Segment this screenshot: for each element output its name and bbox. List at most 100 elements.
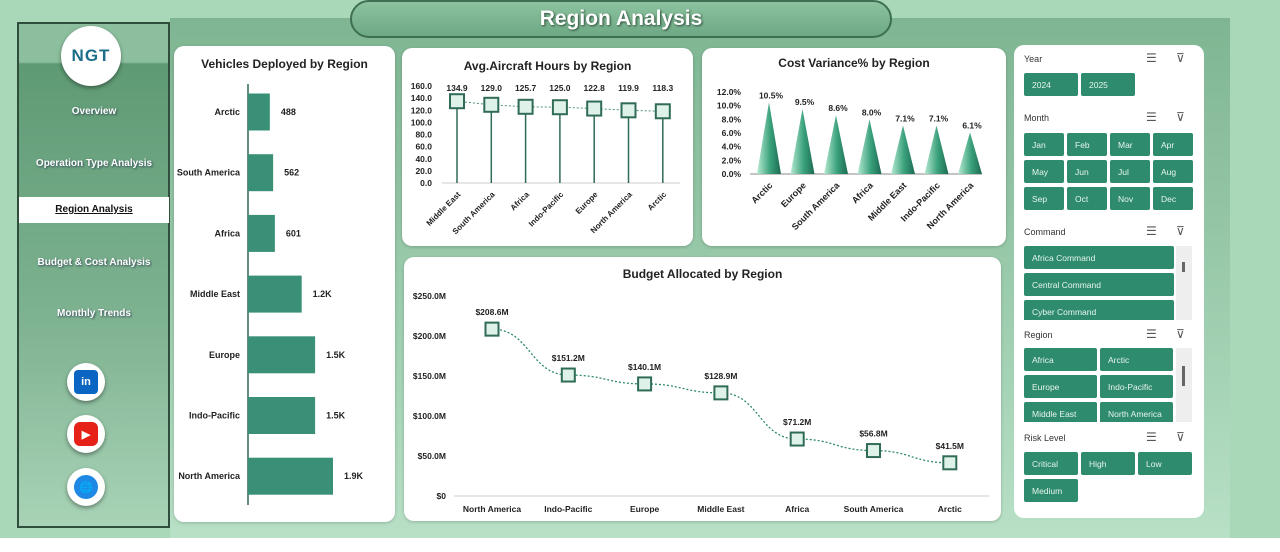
budget-chart: $0 $50.0M $100.0M $150.0M $200.0M $250.0M $208…: [413, 291, 989, 514]
linkedin-button[interactable]: in: [67, 363, 105, 401]
clear-filter-icon[interactable]: ⊽: [1176, 327, 1195, 341]
data-point-marker: [942, 455, 958, 471]
data-label: 562: [284, 168, 299, 178]
chart-title: Avg.Aircraft Hours by Region: [463, 59, 632, 73]
y-tick-label: 40.0: [415, 154, 432, 164]
y-tick-label: 100.0: [411, 117, 433, 127]
month-aug-button[interactable]: Aug: [1153, 160, 1193, 183]
risk-high-button[interactable]: High: [1081, 452, 1135, 475]
risk-low-button[interactable]: Low: [1138, 452, 1192, 475]
month-jul-button[interactable]: Jul: [1110, 160, 1150, 183]
clear-filter-icon[interactable]: ⊽: [1176, 224, 1195, 238]
year-2024-button[interactable]: 2024: [1024, 73, 1078, 96]
bar: [248, 397, 316, 434]
bottom-strip: [0, 538, 1280, 552]
y-tick-label: $0: [437, 491, 447, 501]
command-item[interactable]: Cyber Command: [1024, 300, 1174, 320]
category-label: Arctic: [214, 107, 240, 117]
data-point-marker: [484, 321, 500, 337]
data-label: $56.8M: [859, 429, 887, 439]
month-dec-button[interactable]: Dec: [1153, 187, 1193, 210]
cone-bar: [891, 125, 915, 174]
data-label: 10.5%: [759, 90, 784, 100]
command-slicer-label: Command: [1024, 227, 1066, 237]
bar: [248, 93, 270, 131]
youtube-icon: ▶: [74, 422, 98, 446]
data-label: 125.0: [549, 83, 571, 93]
bar: [248, 457, 333, 495]
region-item[interactable]: North America: [1100, 402, 1173, 422]
category-label: Europe: [574, 190, 600, 216]
category-label: Africa: [850, 180, 876, 206]
clear-filter-icon[interactable]: ⊽: [1176, 430, 1195, 444]
logo-text: NGT: [71, 46, 111, 65]
youtube-button[interactable]: ▶: [67, 415, 105, 453]
nav-region-analysis[interactable]: Region Analysis: [19, 197, 169, 223]
y-tick-label: $150.0M: [413, 371, 446, 381]
data-point-marker: [789, 431, 805, 447]
multi-select-icon[interactable]: ☰: [1146, 430, 1167, 444]
month-jun-button[interactable]: Jun: [1067, 160, 1107, 183]
data-label: 7.1%: [929, 113, 949, 123]
data-label: $151.2M: [552, 353, 585, 363]
bar: [248, 154, 274, 192]
region-item[interactable]: Europe: [1024, 375, 1097, 398]
nav-overview[interactable]: Overview: [71, 106, 117, 117]
website-button[interactable]: 🌐: [67, 468, 105, 506]
month-nov-button[interactable]: Nov: [1110, 187, 1150, 210]
risk-medium-button[interactable]: Medium: [1024, 479, 1078, 502]
clear-filter-icon[interactable]: ⊽: [1176, 110, 1195, 124]
logo: NGT: [61, 26, 121, 86]
category-label: Arctic: [749, 180, 774, 205]
month-sep-button[interactable]: Sep: [1024, 187, 1064, 210]
data-label: 118.3: [652, 83, 673, 93]
data-label: 129.0: [481, 83, 503, 93]
y-tick-label: 2.0%: [722, 155, 742, 165]
aircraft-hours-chart-card: Avg.Aircraft Hours by Region 0.0 20.0 40.0…: [402, 48, 693, 246]
region-item[interactable]: Arctic: [1100, 348, 1173, 371]
category-label: Europe: [779, 180, 808, 209]
month-apr-button[interactable]: Apr: [1153, 133, 1193, 156]
category-label: Indo-Pacific: [527, 190, 566, 229]
year-2025-button[interactable]: 2025: [1081, 73, 1135, 96]
multi-select-icon[interactable]: ☰: [1146, 110, 1167, 124]
y-tick-label: 20.0: [415, 166, 432, 176]
data-label: 488: [281, 107, 296, 117]
command-item[interactable]: Central Command: [1024, 273, 1174, 296]
data-label: 1.2K: [313, 289, 333, 299]
year-slicer-label: Year: [1024, 54, 1043, 64]
data-label: $140.1M: [628, 362, 661, 372]
clear-filter-icon[interactable]: ⊽: [1176, 51, 1195, 65]
y-tick-label: $200.0M: [413, 331, 446, 341]
month-feb-button[interactable]: Feb: [1067, 133, 1107, 156]
risk-critical-button[interactable]: Critical: [1024, 452, 1078, 475]
command-scrollbar[interactable]: [1176, 246, 1192, 320]
nav-budget-cost-analysis[interactable]: Budget & Cost Analysis: [37, 257, 151, 268]
bar: [248, 214, 275, 252]
chart-title: Cost Variance% by Region: [778, 56, 930, 70]
category-label: North America: [178, 471, 241, 481]
multi-select-icon[interactable]: ☰: [1146, 224, 1167, 238]
region-item[interactable]: Indo-Pacific: [1100, 375, 1173, 398]
month-mar-button[interactable]: Mar: [1110, 133, 1150, 156]
nav-monthly-trends[interactable]: Monthly Trends: [57, 308, 131, 319]
aircraft-hours-chart: 0.0 20.0 40.0 60.0 80.0 100.0 120.0 140.0 160.0 1…: [411, 81, 680, 236]
month-oct-button[interactable]: Oct: [1067, 187, 1107, 210]
category-label: Indo-Pacific: [189, 411, 240, 421]
month-may-button[interactable]: May: [1024, 160, 1064, 183]
command-item[interactable]: Africa Command: [1024, 246, 1174, 269]
chart-title: Vehicles Deployed by Region: [201, 57, 368, 71]
nav-operation-type-analysis[interactable]: Operation Type Analysis: [35, 158, 153, 169]
region-item[interactable]: Middle East: [1024, 402, 1097, 422]
y-tick-label: 8.0%: [722, 114, 742, 124]
region-scrollbar[interactable]: [1176, 348, 1192, 422]
bar: [248, 275, 302, 313]
month-jan-button[interactable]: Jan: [1024, 133, 1064, 156]
multi-select-icon[interactable]: ☰: [1146, 51, 1167, 65]
region-item[interactable]: Africa: [1024, 348, 1097, 371]
month-slicer-label: Month: [1024, 113, 1050, 123]
cone-bar: [924, 125, 949, 174]
data-label: 6.1%: [962, 120, 982, 130]
multi-select-icon[interactable]: ☰: [1146, 327, 1167, 341]
linkedin-icon: in: [74, 370, 98, 394]
